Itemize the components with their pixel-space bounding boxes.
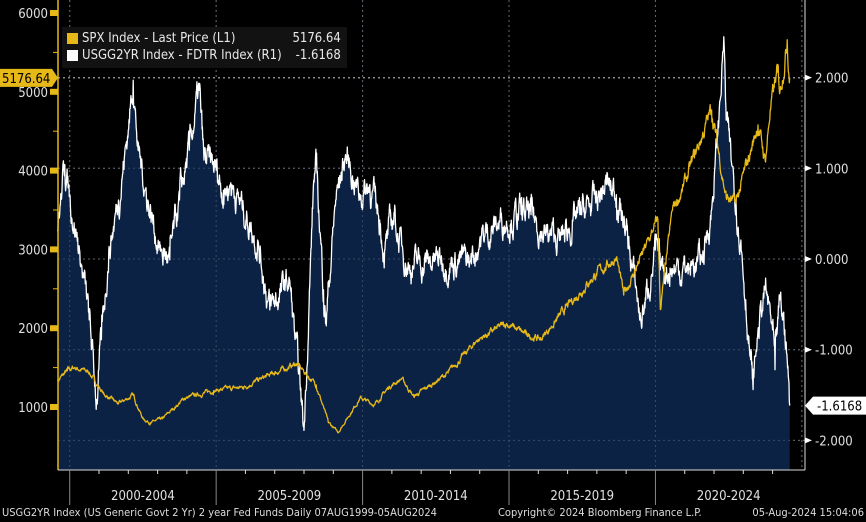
legend-item-spread: USGG2YR Index - FDTR Index (R1) -1.6168 <box>67 47 341 64</box>
left-axis-tick <box>50 404 58 410</box>
left-axis-tick-label: 2000 <box>18 322 48 337</box>
axes: 1000 2000 3000 4000 5000 6000 -2.000 -1.000 0.00… <box>0 0 866 505</box>
footer-copyright: Copyright© 2024 Bloomberg Finance L.P. <box>498 506 702 519</box>
left-axis-tick <box>50 325 58 332</box>
right-axis-tick <box>805 74 812 81</box>
footer-timestamp: 05-Aug-2024 15:04:06 <box>752 506 864 519</box>
spread-area-fill <box>57 36 790 471</box>
x-axis-tick-label: 2005-2009 <box>257 489 321 504</box>
left-axis-tick <box>50 10 58 16</box>
spread-area <box>57 0 805 471</box>
x-axis-tick-label: 2015-2019 <box>550 489 614 504</box>
legend: SPX Index - Last Price (L1) 5176.64 USGG… <box>62 27 347 68</box>
legend-value-spread: -1.6168 <box>295 48 341 63</box>
right-axis-tick <box>805 256 812 262</box>
footer-description: USGG2YR Index (US Generic Govt 2 Yr) 2 y… <box>2 506 437 519</box>
series-line-spx <box>57 39 791 434</box>
right-axis-tick <box>805 346 812 353</box>
series-lines <box>56 36 791 434</box>
right-axis-tick-label: -1.000 <box>815 344 853 359</box>
legend-item-spx: SPX Index - Last Price (L1) 5176.64 <box>67 30 341 47</box>
legend-swatch-spx <box>67 33 78 44</box>
left-axis-tick <box>50 88 58 95</box>
left-axis-tick <box>50 167 58 174</box>
x-axis-tick-label: 2020-2024 <box>697 489 761 504</box>
left-axis-tick-label: 3000 <box>18 243 48 258</box>
right-axis-tick-label: 1.000 <box>815 162 848 177</box>
left-axis-tick-label: 5000 <box>18 86 48 101</box>
right-axis-tick-label: -2.000 <box>815 434 853 449</box>
legend-value-spx: 5176.64 <box>292 31 341 46</box>
right-last-value-tag <box>805 396 866 415</box>
left-axis-tick <box>50 246 58 253</box>
legend-swatch-spread <box>67 50 78 61</box>
right-last-value-label: -1.6168 <box>817 400 862 415</box>
legend-label-spread: USGG2YR Index - FDTR Index (R1) <box>82 48 282 63</box>
series-line-spread <box>56 36 791 432</box>
right-axis-tick-label: 2.000 <box>815 72 848 87</box>
right-axis-tick-label: 0.000 <box>815 253 848 268</box>
legend-label-spx: SPX Index - Last Price (L1) <box>82 31 236 46</box>
right-axis-tick <box>805 437 812 444</box>
left-last-value-label: 5176.64 <box>2 72 50 87</box>
left-axis-tick-label: 1000 <box>18 401 48 416</box>
left-last-value-tag <box>0 68 58 87</box>
x-axis-tick-label: 2010-2014 <box>404 489 468 504</box>
x-axis-tick-label: 2000-2004 <box>111 489 175 504</box>
right-axis-tick <box>805 165 812 172</box>
left-axis-tick-label: 4000 <box>18 165 48 180</box>
left-axis-tick-label: 6000 <box>18 7 48 22</box>
